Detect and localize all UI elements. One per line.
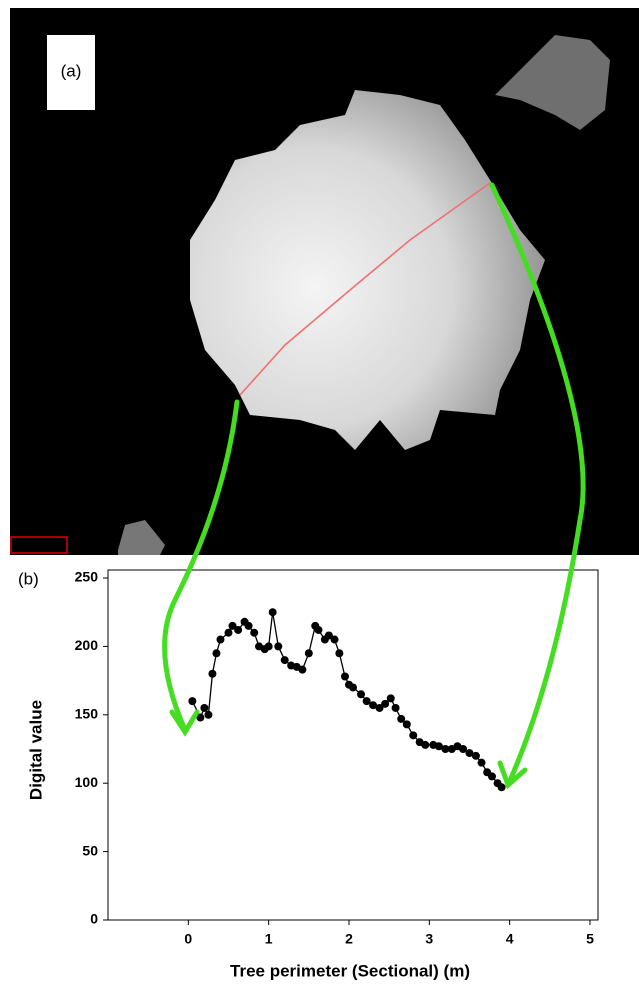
data-point [381, 699, 390, 708]
neighbor-crown [118, 520, 165, 555]
panel-label: (a) [61, 61, 82, 80]
x-tick-label: 2 [345, 931, 353, 947]
arrows [162, 182, 586, 790]
arrowhead [169, 709, 200, 737]
data-point [196, 713, 205, 722]
x-tick-label: 3 [425, 931, 433, 947]
plot: 0 50 100 150 200 250 0 1 2 3 4 5 [75, 569, 594, 947]
panel-label: (b) [18, 569, 39, 588]
data-point [330, 635, 339, 644]
data-line [191, 612, 503, 788]
data-point [397, 714, 406, 723]
data-point [216, 635, 225, 644]
data-point [421, 740, 430, 749]
x-tick-label: 5 [586, 931, 594, 947]
tree-crown [190, 90, 545, 450]
y-tick-label: 250 [75, 569, 99, 585]
transect-line [239, 182, 491, 396]
x-tick-label: 4 [506, 931, 514, 947]
data-point [212, 649, 221, 658]
data-point [357, 690, 366, 699]
y-tick-label: 100 [75, 774, 99, 790]
data-point [369, 701, 378, 710]
arrowhead [497, 760, 528, 790]
data-point [459, 745, 468, 753]
data-point [375, 703, 384, 712]
data-point [409, 731, 418, 740]
data-point [280, 656, 289, 665]
y-tick-label: 0 [90, 911, 98, 927]
plot-frame [107, 569, 599, 921]
label-box [47, 35, 95, 110]
data-point [298, 665, 307, 674]
data-point [250, 628, 259, 637]
data-point [386, 694, 395, 703]
data-point [208, 669, 217, 678]
scale-icon [10, 536, 68, 554]
data-point [497, 783, 506, 792]
data-point [314, 625, 323, 634]
data-point [304, 649, 313, 658]
y-tick-label: 150 [75, 706, 99, 722]
data-point [477, 758, 486, 767]
y-tick-label: 200 [75, 637, 99, 653]
neighbor-crown [495, 35, 610, 130]
data-point [434, 742, 443, 751]
data-point [274, 642, 283, 651]
arrow [489, 182, 586, 788]
data-point [268, 608, 277, 617]
arrow [162, 399, 240, 733]
data-point [224, 628, 233, 637]
data-point [349, 683, 357, 692]
x-tick-label: 0 [184, 931, 192, 947]
data-point [264, 642, 273, 651]
data-point [402, 720, 411, 729]
y-axis-title: Digital value [26, 700, 45, 800]
x-tick-label: 1 [265, 931, 273, 947]
data-point [200, 703, 209, 712]
data-point [487, 772, 496, 781]
data-point [362, 697, 371, 706]
data-point [188, 697, 197, 706]
data-point [324, 631, 333, 640]
data-point [471, 751, 480, 760]
data-point [340, 672, 349, 681]
data-point [391, 703, 400, 712]
data-point [244, 621, 253, 630]
panel-a-image: (a) [10, 8, 639, 555]
data-point [441, 745, 450, 753]
data-point [228, 621, 237, 630]
y-tick-label: 50 [82, 842, 98, 858]
data-point [234, 625, 243, 634]
data-point [335, 649, 344, 658]
data-point [465, 749, 474, 758]
data-point [204, 710, 213, 719]
x-axis-title: Tree perimeter (Sectional) (m) [230, 961, 470, 980]
